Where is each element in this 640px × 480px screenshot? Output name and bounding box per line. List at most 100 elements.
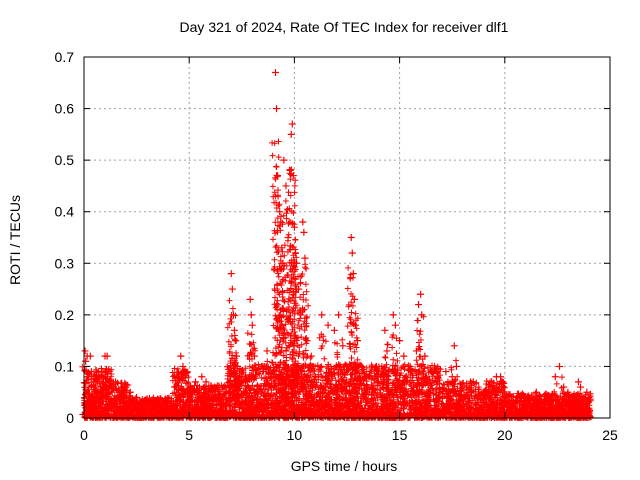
data-point — [351, 321, 359, 329]
data-point — [497, 373, 505, 381]
data-point — [300, 228, 308, 236]
data-point — [126, 388, 134, 396]
gridlines — [84, 57, 610, 418]
data-point — [301, 254, 309, 262]
data-point — [210, 393, 218, 401]
data-point — [92, 383, 100, 391]
x-tick-label: 15 — [392, 427, 408, 443]
data-point — [219, 393, 227, 401]
data-point — [556, 362, 564, 370]
data-point — [583, 388, 591, 396]
data-point — [236, 373, 244, 381]
x-tick-label: 0 — [80, 427, 88, 443]
data-point — [391, 321, 399, 329]
data-point — [293, 259, 301, 267]
data-point — [442, 368, 450, 376]
data-points — [81, 68, 593, 407]
data-point — [389, 311, 397, 319]
y-tick-label: 0.3 — [55, 255, 75, 271]
data-point — [105, 378, 113, 386]
data-point — [170, 383, 178, 391]
axis-ticks: 0 5 10 15 20 25 0 0.1 0.2 0.3 0.4 0.5 0.6 0.7 — [55, 49, 618, 443]
data-point — [271, 68, 279, 76]
data-point — [417, 290, 425, 298]
data-point — [276, 208, 284, 216]
data-point — [177, 352, 185, 360]
data-point — [511, 399, 519, 407]
chart-title: Day 321 of 2024, Rate Of TEC Index for r… — [180, 19, 509, 35]
data-point — [295, 285, 303, 293]
data-point — [107, 383, 115, 391]
data-point — [277, 218, 285, 226]
data-point — [452, 362, 460, 370]
data-point — [175, 373, 183, 381]
data-point — [532, 388, 540, 396]
data-point — [291, 249, 299, 257]
data-point — [287, 130, 295, 138]
y-tick-label: 0.4 — [55, 204, 75, 220]
data-point — [274, 172, 282, 180]
data-point — [551, 373, 559, 381]
plot-frame — [83, 56, 611, 419]
data-point — [227, 270, 235, 278]
data-point — [585, 393, 593, 401]
data-point — [122, 383, 130, 391]
data-point — [185, 388, 193, 396]
y-tick-label: 0.7 — [55, 49, 75, 65]
data-point — [278, 244, 286, 252]
data-point — [86, 352, 94, 360]
data-point — [198, 373, 206, 381]
data-point — [570, 393, 578, 401]
data-point — [377, 373, 385, 381]
data-point — [238, 378, 246, 386]
data-point — [381, 326, 389, 334]
data-point — [459, 383, 467, 391]
data-point — [87, 368, 95, 376]
data-point — [343, 362, 351, 370]
data-point — [311, 373, 319, 381]
data-point — [427, 368, 435, 376]
data-point — [160, 399, 168, 407]
y-tick-label: 0.1 — [55, 358, 75, 374]
data-point — [267, 373, 275, 381]
data-point — [149, 399, 157, 407]
data-point — [503, 393, 511, 401]
data-point — [400, 352, 408, 360]
data-point — [354, 337, 362, 345]
x-tick-label: 5 — [185, 427, 193, 443]
data-point — [248, 321, 256, 329]
y-tick-label: 0.5 — [55, 152, 75, 168]
data-point — [250, 352, 258, 360]
data-point — [480, 388, 488, 396]
data-point — [415, 301, 423, 309]
x-tick-label: 25 — [602, 427, 618, 443]
x-tick-label: 10 — [287, 427, 303, 443]
data-point — [133, 393, 141, 401]
data-point — [141, 399, 149, 407]
data-point — [288, 120, 296, 128]
data-point — [89, 378, 97, 386]
data-point — [324, 321, 332, 329]
data-point — [577, 383, 585, 391]
y-axis-label: ROTI / TECUs — [7, 195, 23, 285]
data-point — [335, 311, 343, 319]
data-point — [290, 223, 298, 231]
data-point — [228, 285, 236, 293]
data-point — [469, 378, 477, 386]
data-point — [318, 311, 326, 319]
data-point — [372, 362, 380, 370]
data-point — [289, 172, 297, 180]
data-point — [433, 373, 441, 381]
data-point — [263, 347, 271, 355]
data-point — [233, 352, 241, 360]
data-point — [84, 373, 92, 381]
data-point — [366, 368, 374, 376]
data-point — [574, 378, 582, 386]
data-point — [259, 362, 267, 370]
data-point — [273, 105, 281, 113]
data-point — [406, 362, 414, 370]
data-point — [181, 368, 189, 376]
y-tick-label: 0.2 — [55, 307, 75, 323]
data-point — [349, 270, 357, 278]
